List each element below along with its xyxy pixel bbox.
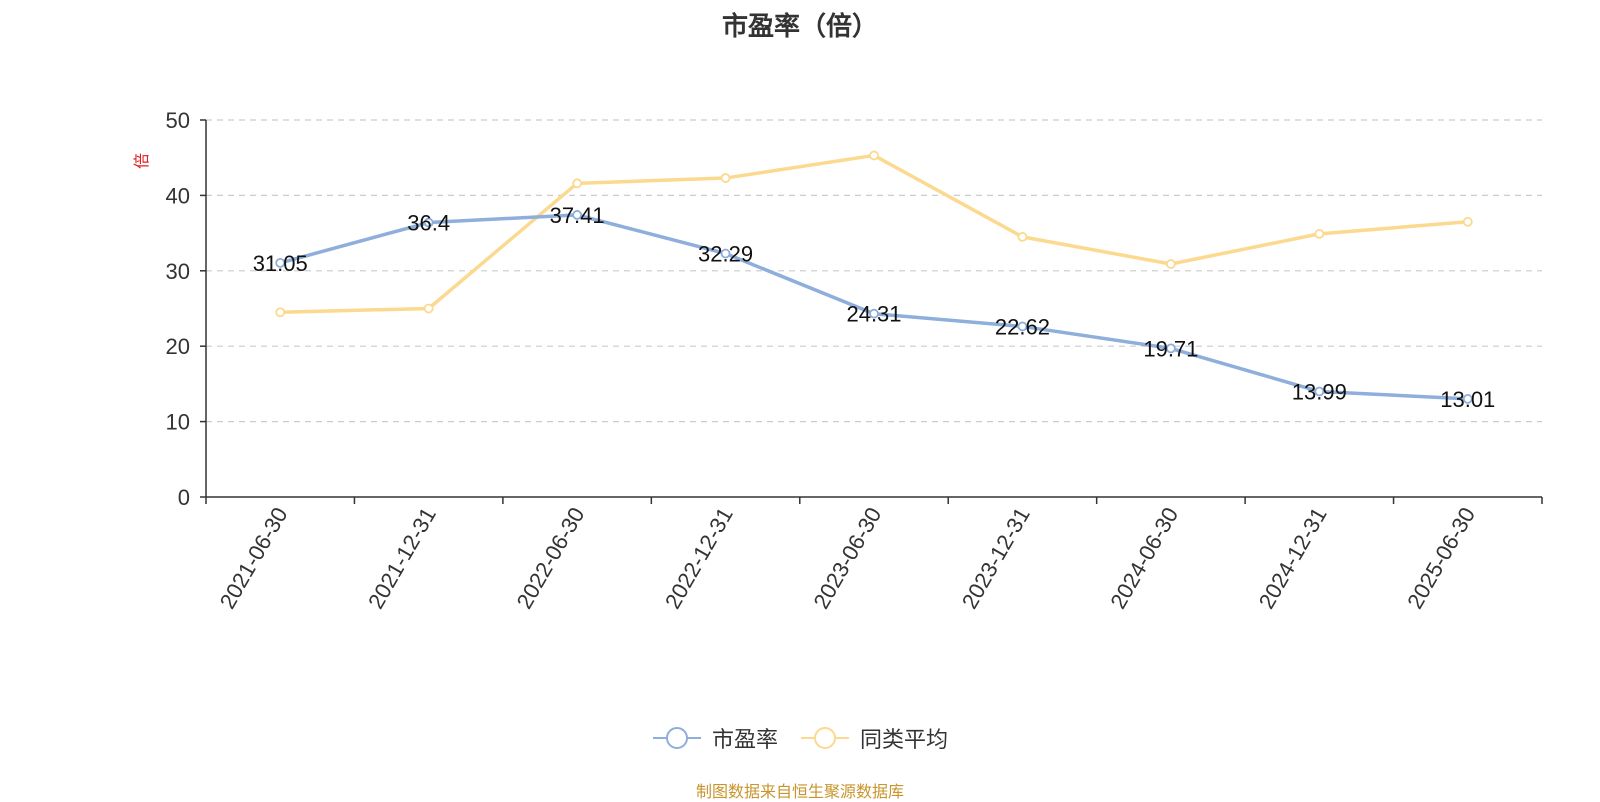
y-tick-label: 50 xyxy=(166,108,190,133)
x-tick-label: 2023-12-31 xyxy=(957,503,1035,613)
x-tick-label: 2025-06-30 xyxy=(1402,503,1480,613)
series-line xyxy=(280,153,1468,315)
data-label: 22.62 xyxy=(995,314,1050,339)
legend-label: 市盈率 xyxy=(711,727,778,752)
grid-lines xyxy=(206,119,1542,423)
data-point xyxy=(1165,343,1176,354)
data-point xyxy=(423,217,434,228)
data-point xyxy=(869,150,879,161)
data-point xyxy=(1017,321,1028,332)
data-point xyxy=(275,307,286,318)
data-point xyxy=(1462,216,1473,227)
legend-circle xyxy=(814,727,836,749)
x-tick-label: 2022-12-31 xyxy=(660,503,738,613)
data-point xyxy=(275,257,286,268)
data-label: 32.29 xyxy=(698,242,753,267)
data-point xyxy=(1462,394,1473,404)
data-label: 19.71 xyxy=(1143,336,1198,361)
data-labels: 31.05 36.4 37.41 32.29 24.31 22.62 19.71 13.99 1… xyxy=(253,203,1496,412)
data-point xyxy=(1314,386,1325,397)
data-point xyxy=(1017,231,1028,242)
data-point xyxy=(572,210,583,220)
chart-title: 市盈率（倍） xyxy=(721,11,878,41)
legend-label: 同类平均 xyxy=(860,727,949,752)
data-label: 37.41 xyxy=(550,203,605,228)
data-point xyxy=(869,308,879,319)
y-tick-label: 0 xyxy=(178,485,190,510)
x-tick-label: 2022-06-30 xyxy=(512,503,590,613)
axes: 0 10 20 30 40 50 倍 2021-06-30 2021-12-31 2022-06-… xyxy=(133,108,1543,613)
x-tick-label: 2024-06-30 xyxy=(1105,503,1183,613)
legend-item[interactable]: 同类平均 xyxy=(800,722,948,754)
legend-marker-icon xyxy=(801,727,849,749)
source-note: 制图数据来自恒生聚源数据库 xyxy=(695,784,904,801)
legend-item[interactable]: 市盈率 xyxy=(652,722,778,754)
data-point xyxy=(423,303,434,314)
x-tick-label: 2021-12-31 xyxy=(363,503,441,613)
data-point xyxy=(572,178,583,189)
legend: 市盈率 同类平均 xyxy=(0,722,1600,754)
y-axis-label: 倍 xyxy=(133,153,151,169)
y-tick-label: 40 xyxy=(166,183,190,208)
x-tick-label: 2023-06-30 xyxy=(808,503,886,613)
series-lines xyxy=(275,150,1473,404)
data-label: 31.05 xyxy=(253,251,308,276)
y-tick-label: 20 xyxy=(166,334,190,359)
data-point xyxy=(720,248,731,259)
data-label: 24.31 xyxy=(846,302,901,327)
legend-circle xyxy=(665,727,688,749)
data-point xyxy=(720,173,731,183)
data-label: 36.4 xyxy=(407,211,450,236)
data-label: 13.99 xyxy=(1292,380,1347,405)
data-label: 13.01 xyxy=(1440,387,1495,412)
data-point xyxy=(1165,259,1176,269)
y-tick-label: 10 xyxy=(166,410,190,435)
data-point xyxy=(1314,228,1325,239)
x-tick-label: 2024-12-31 xyxy=(1254,503,1332,613)
legend-marker-icon xyxy=(652,727,701,749)
x-tick-label: 2021-06-30 xyxy=(215,503,293,613)
y-tick-label: 30 xyxy=(166,259,190,284)
